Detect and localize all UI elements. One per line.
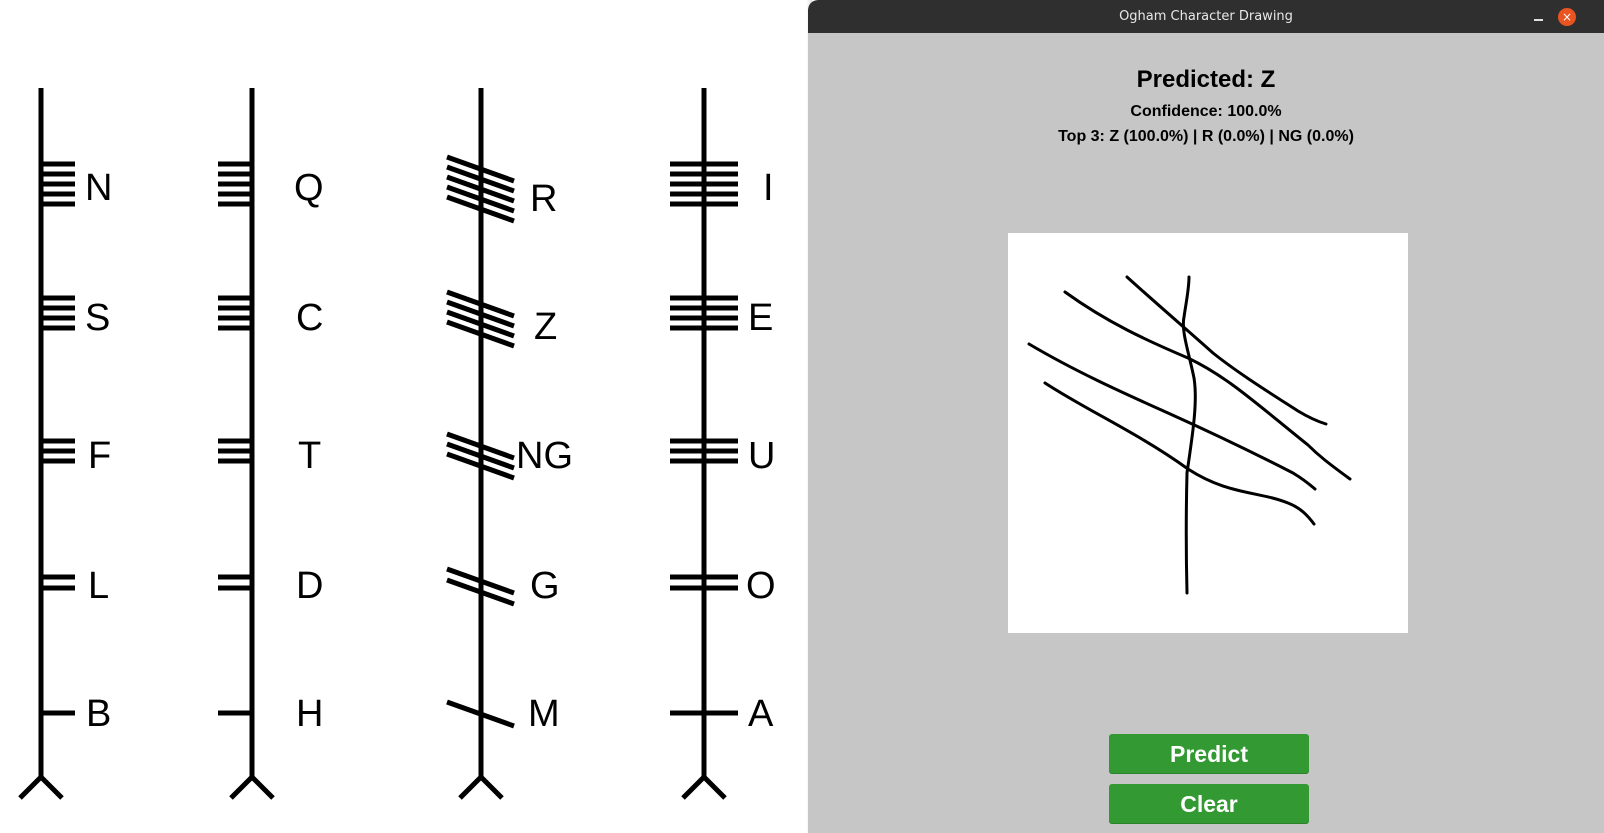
strokes-l bbox=[41, 574, 75, 591]
strokes-t bbox=[218, 438, 252, 464]
ogham-letter: NG bbox=[516, 435, 573, 477]
strokes-ng bbox=[446, 431, 515, 481]
ogham-letter: N bbox=[85, 167, 112, 209]
stem-foot bbox=[458, 773, 504, 800]
ogham-letter: H bbox=[296, 693, 323, 735]
ogham-letter: Q bbox=[294, 167, 324, 209]
ogham-letter: R bbox=[530, 178, 557, 220]
strokes-n bbox=[41, 161, 75, 207]
strokes-o bbox=[670, 574, 738, 591]
ogham-letter: I bbox=[763, 167, 774, 209]
prediction-title: Predicted: Z bbox=[1136, 66, 1276, 93]
stem-foot bbox=[18, 773, 64, 800]
strokes-c bbox=[218, 295, 252, 331]
minimize-icon[interactable] bbox=[1530, 9, 1546, 25]
drawing-canvas[interactable] bbox=[1008, 233, 1408, 633]
ogham-letter: S bbox=[85, 297, 110, 339]
drawn-stroke bbox=[1043, 381, 1316, 526]
ogham-letter: E bbox=[748, 297, 773, 339]
ogham-letter: U bbox=[748, 435, 775, 477]
ogham-letter: F bbox=[88, 435, 111, 477]
confidence-text: Confidence: 100.0% bbox=[1130, 103, 1282, 120]
ogham-letter: L bbox=[88, 565, 109, 607]
ogham-letter: Z bbox=[534, 306, 557, 348]
predict-button[interactable]: Predict bbox=[1109, 734, 1309, 774]
strokes-s bbox=[41, 295, 75, 331]
ogham-letter: B bbox=[86, 693, 111, 735]
app-window: Ogham Character Drawing × Predicted: Z C… bbox=[808, 0, 1604, 833]
strokes-m bbox=[446, 699, 515, 729]
strokes-q bbox=[218, 161, 252, 207]
ogham-letter: D bbox=[296, 565, 323, 607]
drawn-stroke bbox=[1027, 342, 1317, 491]
ogham-letter: G bbox=[530, 565, 560, 607]
strokes-r bbox=[446, 154, 515, 224]
stem-foot bbox=[681, 773, 727, 800]
top3-text: Top 3: Z (100.0%) | R (0.0%) | NG (0.0%) bbox=[1058, 128, 1354, 145]
ogham-letter: M bbox=[528, 693, 560, 735]
ogham-letter: C bbox=[296, 297, 323, 339]
ogham-letter: O bbox=[746, 565, 776, 607]
strokes-z bbox=[446, 289, 515, 349]
title-bar[interactable]: Ogham Character Drawing × bbox=[808, 0, 1604, 33]
stem-foot bbox=[229, 773, 275, 800]
drawn-strokes bbox=[1027, 275, 1352, 595]
strokes-i bbox=[670, 161, 738, 207]
ogham-letter: A bbox=[748, 693, 774, 735]
drawn-stem bbox=[1181, 275, 1197, 595]
strokes-e bbox=[670, 295, 738, 331]
ogham-letter: T bbox=[298, 435, 321, 477]
strokes-g bbox=[446, 566, 515, 607]
drawn-stroke bbox=[1125, 275, 1328, 426]
ogham-reference-chart: N S F L B Q C T D H R Z NG G M I E U O A bbox=[18, 88, 776, 800]
strokes-u bbox=[670, 438, 738, 464]
close-icon[interactable]: × bbox=[1558, 8, 1576, 26]
drawn-stroke bbox=[1063, 290, 1352, 481]
window-title: Ogham Character Drawing bbox=[1119, 9, 1293, 24]
strokes-d bbox=[218, 574, 252, 591]
strokes-f bbox=[41, 438, 75, 464]
clear-button[interactable]: Clear bbox=[1109, 784, 1309, 824]
